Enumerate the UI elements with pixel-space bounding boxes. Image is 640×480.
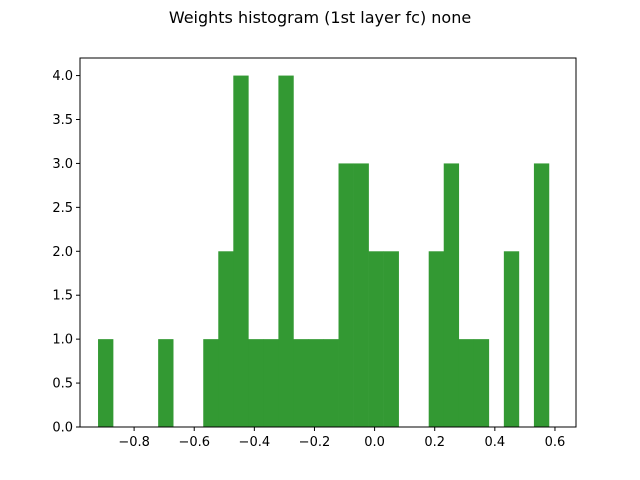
y-tick-label: 3.0 [52,157,73,172]
histogram-bar-14 [308,339,324,427]
histogram-bar-25 [473,339,490,427]
histogram-bar-11 [263,339,279,427]
histogram-bar-10 [248,339,264,427]
histogram-bar-18 [368,251,384,427]
histogram-bar-13 [293,339,309,427]
histogram-bar-23 [443,163,460,427]
histogram-bar-22 [428,251,445,427]
y-tick-label: 3.5 [52,113,73,128]
histogram-bar-24 [458,339,475,427]
y-tick-label: 0.5 [52,377,73,392]
chart-title: Weights histogram (1st layer fc) none [168,8,472,27]
histogram-bar-29 [533,163,550,427]
histogram-bar-9 [233,75,249,427]
histogram-bar-17 [353,163,369,427]
y-tick-label: 2.5 [52,201,73,216]
y-tick-label: 0.0 [52,421,73,436]
x-tick-label: −0.4 [239,435,271,450]
histogram-bar-7 [203,339,219,427]
x-axis-ticks: −0.8 −0.6 −0.4 −0.2 0.0 0.2 0.4 0.6 [118,427,565,450]
x-tick-label: −0.8 [118,435,150,450]
x-tick-label: −0.6 [178,435,210,450]
x-tick-label: 0.4 [484,435,505,450]
y-tick-label: 4.0 [52,69,73,84]
y-axis-ticks: 0.0 0.5 1.0 1.5 2.0 2.5 3.0 3.5 4.0 [52,69,80,436]
histogram-bar-15 [323,339,339,427]
bars-group [98,75,550,427]
histogram-bar-12 [278,75,294,427]
y-tick-label: 2.0 [52,245,73,260]
histogram-bar-27 [503,251,520,427]
histogram-bar-16 [338,163,354,427]
histogram-bar-8 [218,251,234,427]
x-tick-label: 0.2 [424,435,445,450]
x-tick-label: 0.0 [364,435,385,450]
x-tick-label: 0.6 [545,435,566,450]
y-tick-label: 1.5 [52,289,73,304]
y-tick-label: 1.0 [52,333,73,348]
histogram-bar-19 [383,251,399,427]
plot-frame [79,57,577,428]
histogram-bar-0 [98,339,114,427]
histogram-bar-4 [158,339,174,427]
x-tick-label: −0.2 [299,435,331,450]
